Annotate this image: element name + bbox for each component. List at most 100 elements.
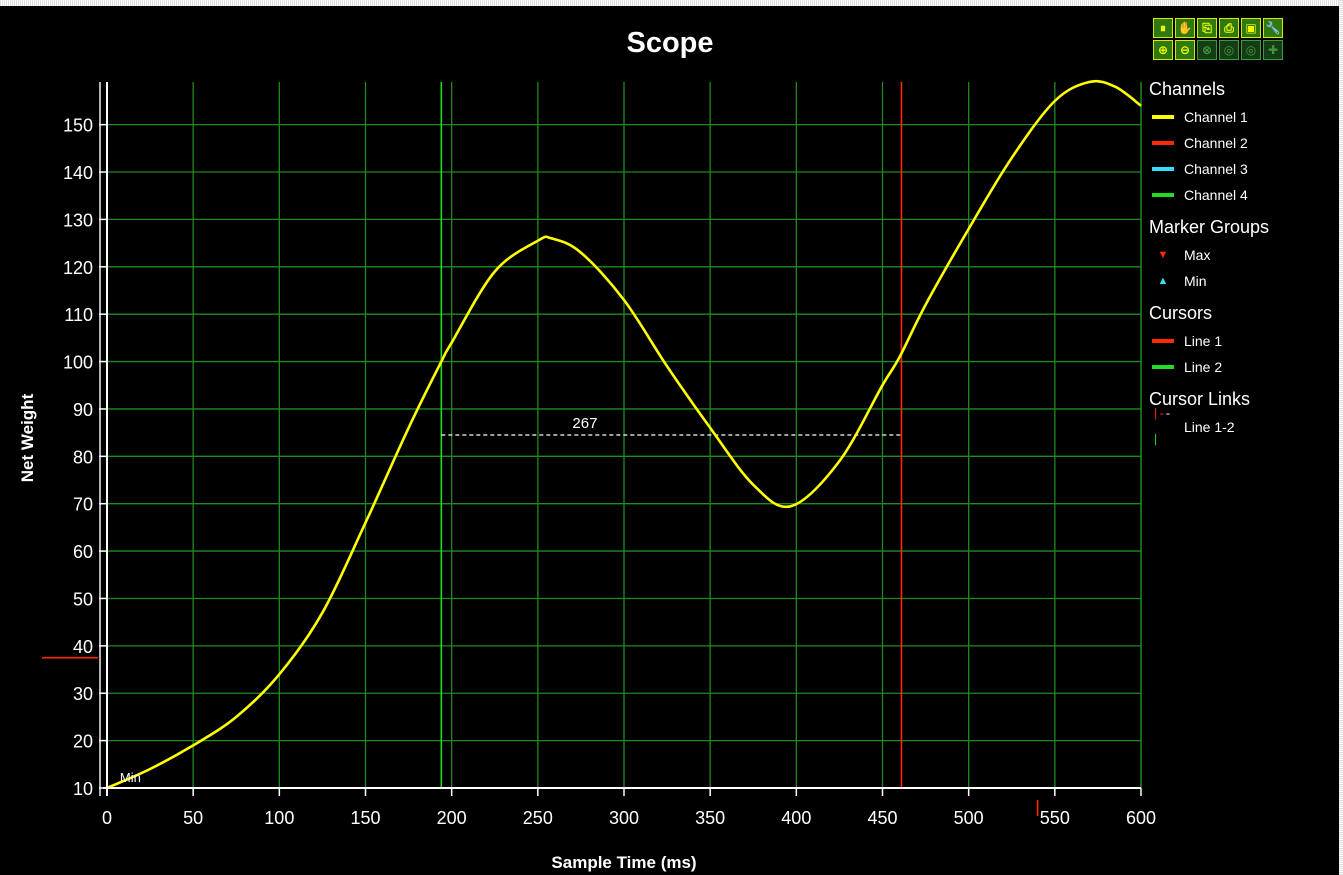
legend-item-label: Line 1-2 — [1184, 419, 1235, 435]
y-tick-label: 130 — [63, 210, 93, 230]
legend-cursors: Cursors Line 1 Line 2 — [1149, 302, 1339, 380]
zoom-out-button[interactable]: ⊖ — [1175, 40, 1195, 60]
x-tick-label: 550 — [1040, 808, 1070, 828]
y-tick-label: 10 — [73, 779, 93, 799]
series-line-channel-1 — [106, 79, 1142, 790]
zoom-in-button[interactable]: ⊕ — [1153, 40, 1173, 60]
series — [106, 79, 1142, 790]
legend-item-label: Line 1 — [1184, 333, 1223, 349]
triangle-up-icon: ▲ — [1157, 275, 1169, 287]
legend-item-label: Channel 1 — [1184, 109, 1248, 125]
x-tick-label: 300 — [609, 808, 639, 828]
settings-button[interactable]: 🔧 — [1263, 18, 1283, 38]
y-tick-label: 100 — [63, 353, 93, 373]
legend-channels: Channels Channel 1 Channel 2 Channel 3 Chan… — [1149, 78, 1339, 208]
zoom-prev-icon: ◎ — [1223, 43, 1235, 57]
x-tick-label: 450 — [867, 808, 897, 828]
x-axis-label: Sample Time (ms) — [551, 853, 696, 872]
chart-title: Scope — [626, 27, 713, 59]
y-tick-label: 70 — [73, 495, 93, 515]
legend-channels-title: Channels — [1149, 79, 1226, 99]
legend-swatch — [1152, 339, 1174, 343]
pause-button[interactable]: ⏸ — [1153, 18, 1173, 38]
annotation-label: Min — [120, 770, 141, 785]
legend-swatch — [1152, 141, 1174, 145]
y-tick-label: 80 — [73, 447, 93, 467]
legend-item-marker-min[interactable]: ▲ Min — [1149, 268, 1339, 294]
cursor-link-label: 267 — [572, 415, 597, 432]
pan-button[interactable]: ✋ — [1175, 18, 1195, 38]
y-tick-label: 60 — [73, 542, 93, 562]
copy-button[interactable]: ⎘ — [1197, 18, 1217, 38]
legend-item-label: Channel 4 — [1184, 187, 1248, 203]
zoom-next-icon: ◎ — [1245, 43, 1257, 57]
axes: 0 50 100 150 200 250 300 350 400 450 500 550 600 10 20… — [42, 82, 1156, 828]
floppy-icon: ▣ — [1245, 21, 1257, 35]
legend-markers-title: Marker Groups — [1149, 217, 1270, 237]
y-tick-label: 150 — [63, 116, 93, 136]
legend-swatch — [1152, 365, 1174, 369]
y-tick-label: 40 — [73, 637, 93, 657]
legend-item-channel-1[interactable]: Channel 1 — [1149, 104, 1339, 130]
legend-item-label: Channel 2 — [1184, 135, 1248, 151]
y-tick-label: 120 — [63, 258, 93, 278]
y-tick-label: 50 — [73, 589, 93, 609]
pause-icon: ⏸ — [1159, 21, 1166, 35]
x-tick-label: 50 — [183, 808, 203, 828]
y-tick-label: 110 — [64, 305, 93, 325]
legend-swatch — [1152, 193, 1174, 197]
zoom-out-icon: ⊖ — [1179, 43, 1191, 57]
x-tick-label: 250 — [523, 808, 553, 828]
scope-toolbar: ⏸ ✋ ⎘ ⎙ ▣ 🔧 ⊕ ⊖ ⊗ ◎ ◎ ✚ — [1153, 18, 1343, 62]
x-tick-label: 0 — [102, 808, 112, 828]
legend-item-label: Channel 3 — [1184, 161, 1248, 177]
y-tick-label: 20 — [73, 732, 93, 752]
zoom-reset-icon: ⊗ — [1201, 43, 1213, 57]
save-button[interactable]: ▣ — [1241, 18, 1261, 38]
x-tick-label: 500 — [954, 808, 984, 828]
zoom-prev-button[interactable]: ◎ — [1219, 40, 1239, 60]
y-tick-label: 140 — [63, 163, 93, 183]
print-button[interactable]: ⎙ — [1219, 18, 1239, 38]
toolbar-row-1: ⏸ ✋ ⎘ ⎙ ▣ 🔧 — [1153, 18, 1343, 38]
legend-panel: Channels Channel 1 Channel 2 Channel 3 Chan… — [1149, 78, 1339, 448]
x-tick-label: 400 — [781, 808, 811, 828]
x-tick-label: 150 — [350, 808, 380, 828]
window-top-border — [0, 0, 1343, 6]
hand-icon: ✋ — [1177, 21, 1193, 35]
x-tick-label: 350 — [695, 808, 725, 828]
y-tick-label: 30 — [73, 684, 93, 704]
legend-item-channel-4[interactable]: Channel 4 — [1149, 182, 1339, 208]
legend-swatch — [1152, 115, 1174, 119]
zoom-next-button[interactable]: ◎ — [1241, 40, 1261, 60]
legend-cursors-title: Cursors — [1149, 303, 1213, 323]
pan-all-button[interactable]: ✚ — [1263, 40, 1283, 60]
legend-links: Cursor Links |--| Line 1-2 — [1149, 388, 1339, 447]
zoom-in-icon: ⊕ — [1157, 43, 1169, 57]
y-axis-label: Net Weight — [18, 393, 37, 482]
x-tick-label: 600 — [1126, 808, 1156, 828]
copy-icon: ⎘ — [1202, 21, 1212, 35]
legend-swatch — [1152, 167, 1174, 171]
wrench-icon: 🔧 — [1265, 21, 1281, 35]
legend-item-link-line-1-2[interactable]: |--| Line 1-2 — [1149, 407, 1339, 447]
zoom-reset-button[interactable]: ⊗ — [1197, 40, 1217, 60]
legend-item-channel-3[interactable]: Channel 3 — [1149, 156, 1339, 182]
y-tick-label: 90 — [73, 400, 93, 420]
legend-links-title: Cursor Links — [1149, 389, 1251, 409]
legend-item-cursor-line-1[interactable]: Line 1 — [1149, 328, 1339, 354]
legend-item-channel-2[interactable]: Channel 2 — [1149, 130, 1339, 156]
x-tick-label: 200 — [437, 808, 467, 828]
cursor-link-icon: |--| — [1152, 407, 1172, 447]
legend-markers: Marker Groups ▼ Max ▲ Min — [1149, 216, 1339, 294]
triangle-down-icon: ▼ — [1157, 249, 1169, 261]
legend-item-label: Line 2 — [1184, 359, 1223, 375]
toolbar-row-2: ⊕ ⊖ ⊗ ◎ ◎ ✚ — [1153, 40, 1343, 60]
legend-item-marker-max[interactable]: ▼ Max — [1149, 242, 1339, 268]
printer-icon: ⎙ — [1224, 21, 1234, 35]
cursors[interactable]: 267 — [440, 82, 903, 788]
legend-item-label: Max — [1184, 247, 1211, 263]
legend-item-cursor-line-2[interactable]: Line 2 — [1149, 354, 1339, 380]
legend-item-label: Min — [1184, 273, 1207, 289]
